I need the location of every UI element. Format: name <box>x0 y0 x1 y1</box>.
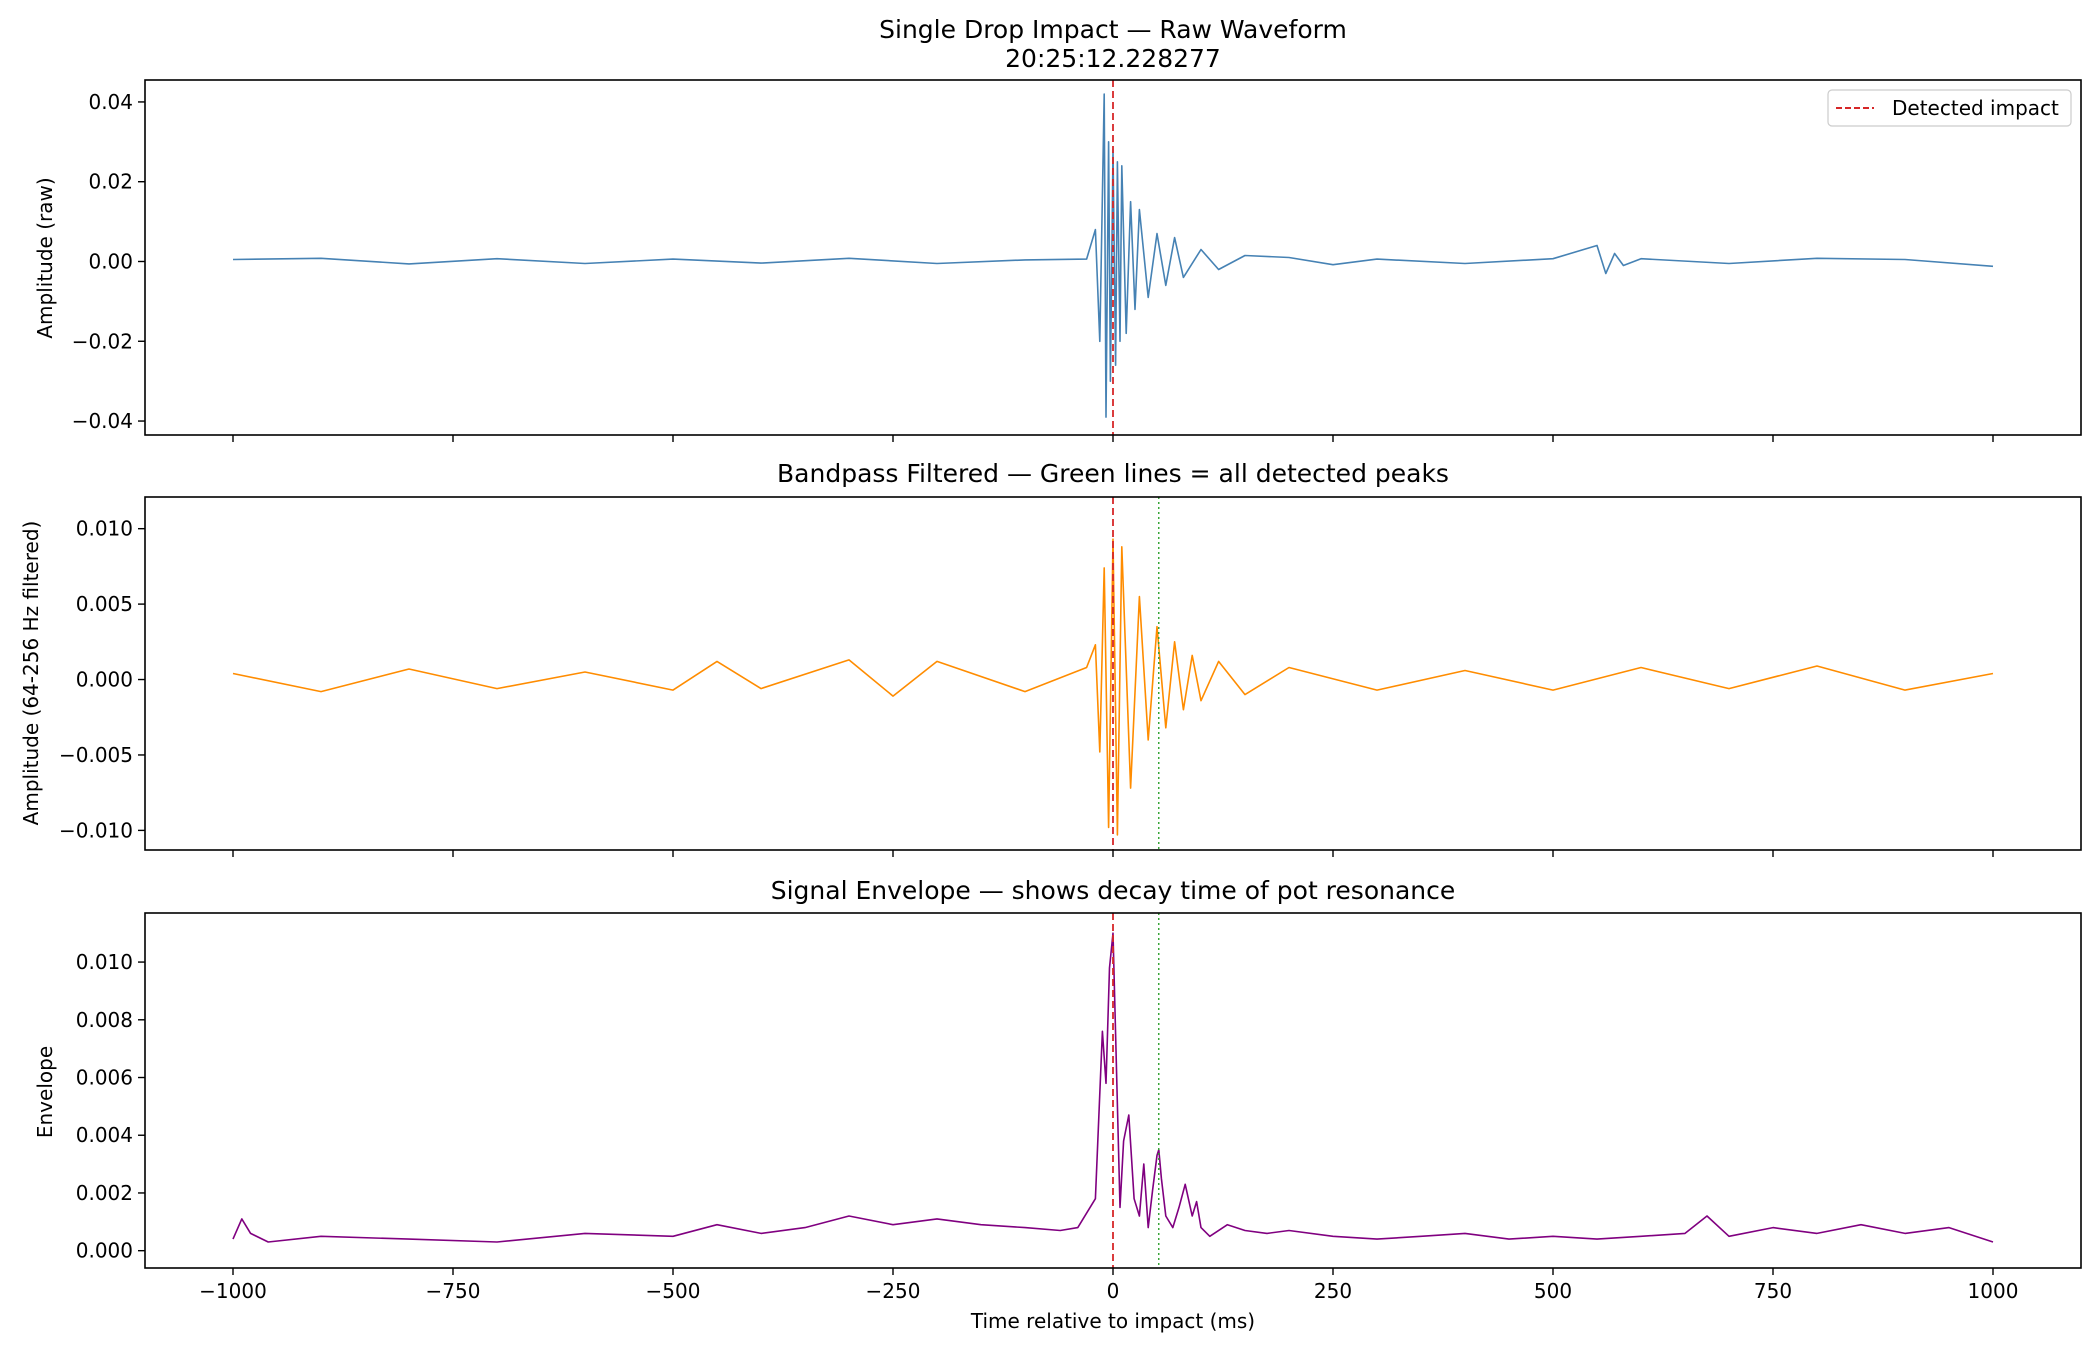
y-tick-label: 0.02 <box>88 170 133 194</box>
y-tick-label: 0.010 <box>76 950 133 974</box>
y-tick-label: 0.000 <box>76 1239 133 1263</box>
y-tick-label: 0.005 <box>76 592 133 616</box>
x-tick-label: −1000 <box>199 1279 267 1303</box>
x-tick-label: 500 <box>1534 1279 1572 1303</box>
legend-label: Detected impact <box>1892 96 2059 120</box>
legend-box <box>1827 89 2072 127</box>
x-tick-label: −250 <box>866 1279 921 1303</box>
x-tick-label: 750 <box>1754 1279 1792 1303</box>
x-tick-label: −500 <box>646 1279 701 1303</box>
envelope-plot-area <box>232 913 1994 1268</box>
raw-waveform-ylabel: Amplitude (raw) <box>33 177 57 338</box>
bandpass-plot-area <box>232 497 1994 850</box>
envelope-title: Signal Envelope — shows decay time of po… <box>771 876 1456 905</box>
y-tick-label: −0.04 <box>72 409 133 433</box>
y-tick-label: 0.04 <box>88 90 133 114</box>
y-tick-label: −0.005 <box>59 743 133 767</box>
envelope-xlabel: Time relative to impact (ms) <box>970 1309 1255 1333</box>
legend: Detected impact <box>1827 89 2072 127</box>
x-tick-label: 0 <box>1107 1279 1120 1303</box>
y-tick-label: −0.010 <box>59 818 133 842</box>
x-tick-label: 1000 <box>1968 1279 2019 1303</box>
raw-waveform-plot-area <box>232 80 1994 435</box>
bandpass-ylabel: Amplitude (64-256 Hz filtered) <box>19 521 43 826</box>
x-tick-label: −750 <box>426 1279 481 1303</box>
series-line-1 <box>232 93 1994 418</box>
y-tick-label: 0.004 <box>76 1123 133 1147</box>
raw-waveform-panel: Single Drop Impact — Raw Waveform 20:25:… <box>33 15 2082 442</box>
y-tick-label: 0.006 <box>76 1066 133 1090</box>
bandpass-panel: Bandpass Filtered — Green lines = all de… <box>19 459 2082 857</box>
raw-waveform-timestamp: 20:25:12.228277 <box>1005 44 1221 73</box>
y-tick-label: −0.02 <box>72 329 133 353</box>
y-tick-label: 0.00 <box>88 249 133 273</box>
y-tick-label: 0.008 <box>76 1008 133 1032</box>
y-tick-label: 0.000 <box>76 668 133 692</box>
bandpass-title: Bandpass Filtered — Green lines = all de… <box>777 459 1449 488</box>
raw-waveform-title: Single Drop Impact — Raw Waveform <box>879 15 1347 44</box>
y-tick-label: 0.002 <box>76 1181 133 1205</box>
y-tick-label: 0.010 <box>76 517 133 541</box>
series-line-1 <box>232 932 1994 1243</box>
series-line-1 <box>232 538 1994 836</box>
envelope-panel: Signal Envelope — shows decay time of po… <box>33 876 2082 1333</box>
x-tick-label: 250 <box>1314 1279 1352 1303</box>
envelope-ylabel: Envelope <box>33 1046 57 1138</box>
